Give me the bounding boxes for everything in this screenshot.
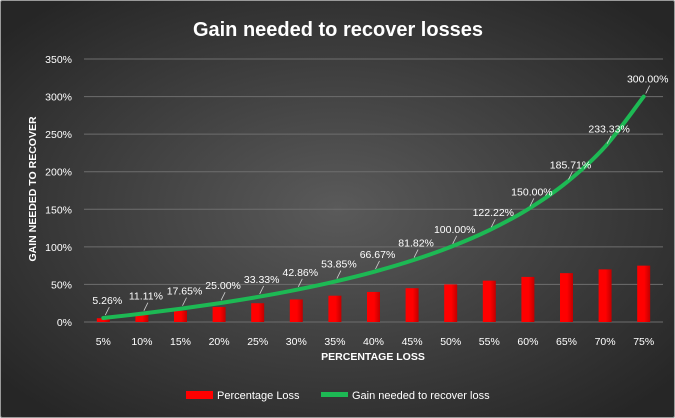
x-tick-label: 60% bbox=[517, 336, 538, 348]
data-label: 150.00% bbox=[511, 186, 552, 198]
data-label-leader bbox=[104, 306, 110, 316]
bar bbox=[328, 295, 342, 322]
data-label-leader bbox=[375, 260, 380, 270]
legend-label-gain-needed: Gain needed to recover loss bbox=[352, 390, 490, 402]
data-label-leader bbox=[297, 278, 303, 287]
y-axis-label: GAIN NEEDED TO RECOVER bbox=[27, 116, 39, 261]
bar bbox=[251, 303, 265, 322]
x-axis-label: PERCENTAGE LOSS bbox=[321, 351, 425, 363]
x-tick-label: 40% bbox=[363, 336, 384, 348]
data-label-leader bbox=[645, 85, 651, 94]
x-tick-label: 65% bbox=[556, 336, 577, 348]
data-labels: 5.26% 11.11% 17.65% 25.00%33.33%42.86%53.85… bbox=[92, 74, 668, 316]
legend: Percentage Loss Gain needed to recover l… bbox=[186, 390, 490, 402]
x-tick-label: 25% bbox=[247, 336, 268, 348]
data-label-leader bbox=[259, 285, 265, 295]
bar bbox=[598, 269, 612, 322]
data-label-leader bbox=[490, 218, 496, 228]
data-label-leader bbox=[143, 302, 149, 311]
chart-title: Gain needed to recover losses bbox=[193, 19, 483, 41]
data-label: 17.65% bbox=[167, 286, 203, 298]
bar bbox=[174, 310, 187, 322]
y-tick-label: 50% bbox=[51, 279, 72, 291]
bar-series bbox=[96, 265, 651, 322]
bar bbox=[212, 306, 226, 322]
data-label: 122.22% bbox=[473, 207, 514, 219]
data-label: 100.00% bbox=[434, 224, 475, 236]
data-label: 11.11% bbox=[129, 291, 163, 303]
x-tick-label: 75% bbox=[633, 336, 654, 348]
bar bbox=[367, 291, 380, 322]
x-tick-label: 50% bbox=[440, 336, 461, 348]
data-label: 42.86% bbox=[282, 267, 318, 279]
data-label-leader bbox=[182, 297, 187, 306]
x-tick-label: 55% bbox=[479, 336, 500, 348]
bar bbox=[521, 276, 535, 322]
y-tick-label: 0% bbox=[57, 317, 72, 329]
data-label: 300.00% bbox=[627, 74, 668, 86]
x-tick-label: 45% bbox=[402, 336, 423, 348]
line-series bbox=[101, 94, 646, 321]
y-tick-label: 350% bbox=[45, 54, 72, 66]
y-tick-label: 250% bbox=[45, 129, 72, 141]
data-label-leader bbox=[606, 135, 612, 144]
legend-swatch-percentage-loss bbox=[186, 391, 213, 399]
bar bbox=[444, 284, 458, 322]
legend-swatch-gain-needed bbox=[321, 392, 348, 397]
y-tick-label: 100% bbox=[45, 242, 72, 254]
data-label: 33.33% bbox=[244, 274, 280, 286]
y-axis-ticks: 0% 50% 100% 150% 200% 250% 300% 350% bbox=[45, 54, 72, 329]
data-label: 5.26% bbox=[92, 295, 122, 307]
bar bbox=[482, 280, 496, 322]
legend-label-percentage-loss: Percentage Loss bbox=[217, 390, 300, 402]
x-tick-label: 15% bbox=[170, 336, 191, 348]
data-label: 185.71% bbox=[550, 159, 591, 171]
x-tick-label: 30% bbox=[286, 336, 307, 348]
bar bbox=[637, 265, 651, 322]
gain-line bbox=[101, 94, 646, 321]
x-tick-label: 70% bbox=[595, 336, 616, 348]
x-tick-label: 20% bbox=[209, 336, 230, 348]
data-label-leader bbox=[413, 249, 419, 258]
y-tick-label: 200% bbox=[45, 167, 72, 179]
bar bbox=[560, 273, 573, 322]
data-label: 25.00% bbox=[205, 280, 241, 292]
bar bbox=[289, 299, 303, 322]
bar bbox=[96, 318, 110, 322]
x-axis-ticks: 5% 10% 15% 20% 25% 30% 35% 40% 45% 50% 55% 60% 65% 70… bbox=[96, 336, 655, 348]
x-tick-label: 35% bbox=[324, 336, 345, 348]
data-label-leader bbox=[220, 292, 226, 301]
x-tick-label: 10% bbox=[131, 336, 152, 348]
data-label-leader bbox=[568, 171, 573, 180]
y-tick-label: 300% bbox=[45, 92, 72, 104]
bar bbox=[405, 288, 419, 322]
data-label-leader bbox=[452, 235, 458, 245]
data-label: 81.82% bbox=[398, 238, 434, 250]
bar bbox=[135, 314, 149, 322]
y-tick-label: 150% bbox=[45, 204, 72, 216]
data-label-leader bbox=[336, 270, 342, 279]
data-label: 233.33% bbox=[588, 124, 629, 136]
x-tick-label: 5% bbox=[96, 336, 111, 348]
data-label-leader bbox=[529, 198, 535, 207]
data-label: 53.85% bbox=[321, 259, 357, 271]
data-label: 66.67% bbox=[360, 249, 396, 261]
